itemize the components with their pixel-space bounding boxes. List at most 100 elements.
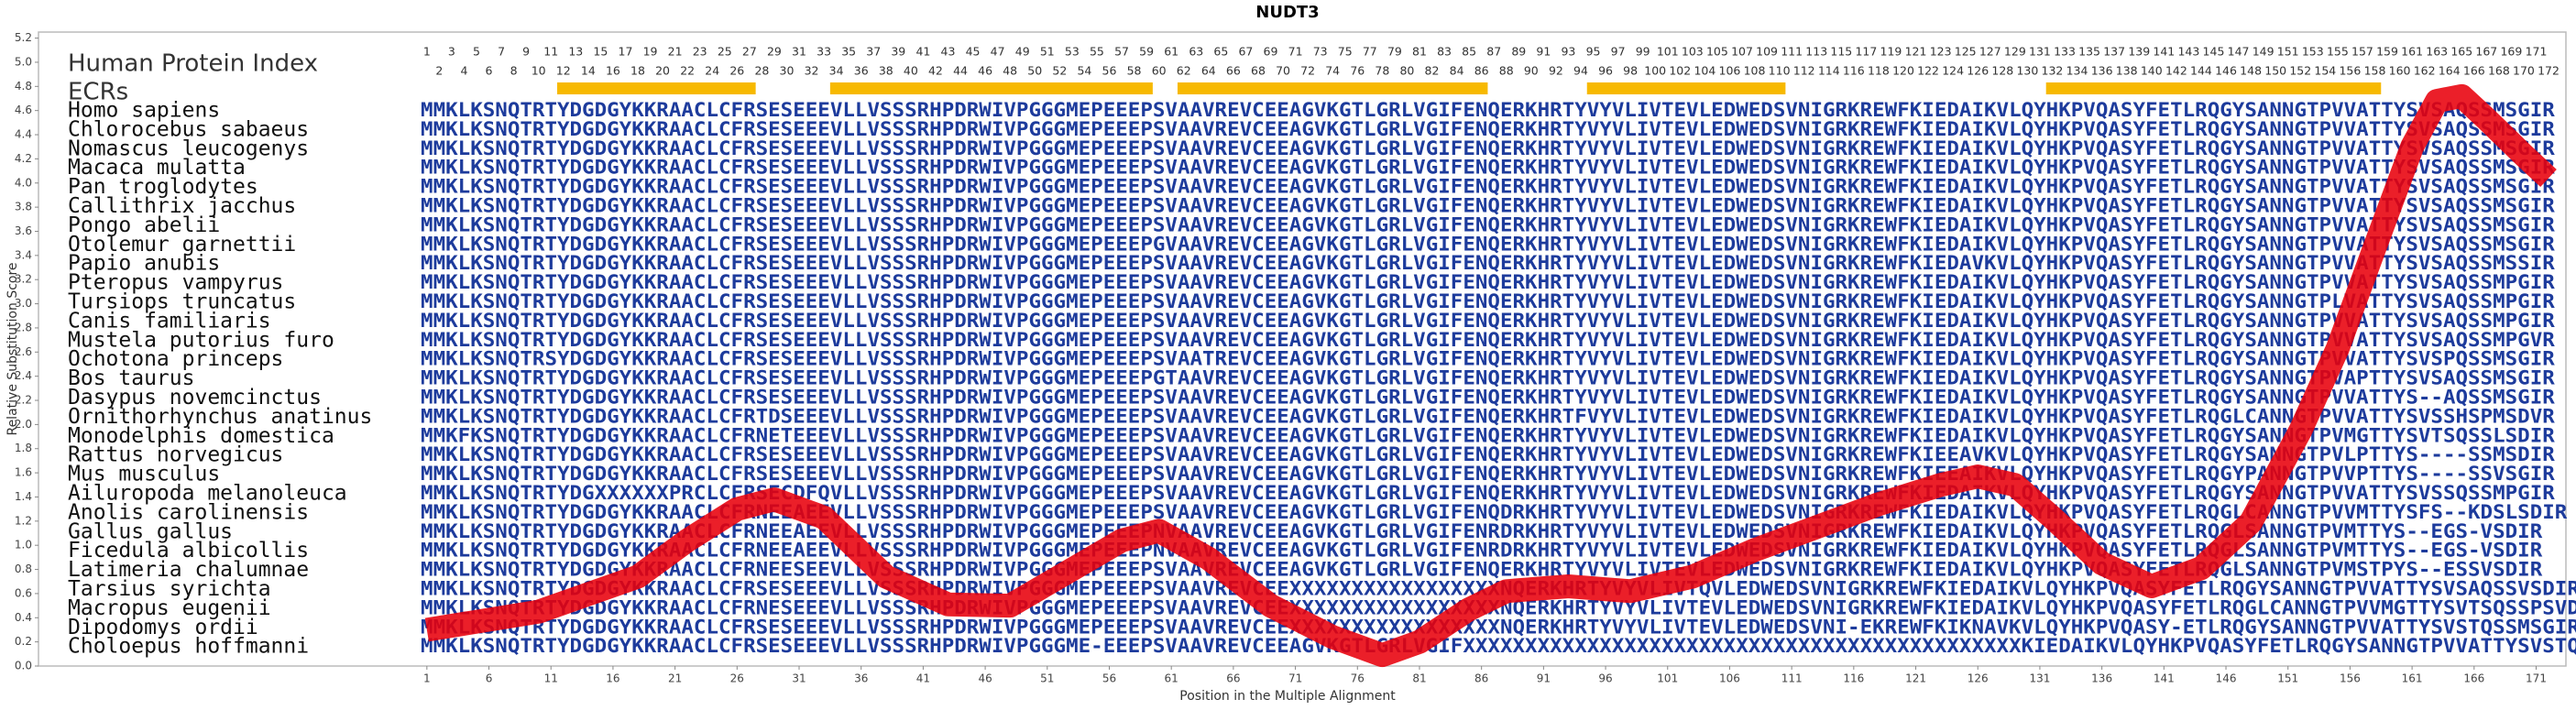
index-number: 44	[953, 64, 968, 78]
index-number: 23	[693, 45, 707, 59]
x-tick-label: 126	[1968, 672, 1989, 685]
index-number: 98	[1623, 64, 1638, 78]
index-number: 54	[1077, 64, 1091, 78]
index-number: 145	[2203, 45, 2225, 59]
ecr-bar	[2045, 82, 2382, 94]
index-number: 142	[2165, 64, 2187, 78]
index-number: 118	[1868, 64, 1890, 78]
x-tick-label: 96	[1598, 672, 1612, 685]
index-number: 107	[1731, 45, 1753, 59]
species-name: Rattus norvegicus	[68, 443, 283, 467]
y-tick-label: 2.2	[15, 394, 32, 407]
species-name: Homo sapiens	[68, 99, 220, 123]
index-number: 93	[1561, 45, 1575, 59]
x-tick-label: 16	[606, 672, 619, 685]
y-tick-label: 4.4	[15, 128, 32, 141]
index-number: 99	[1636, 45, 1650, 59]
index-number: 165	[2450, 45, 2472, 59]
index-number: 12	[556, 64, 571, 78]
y-tick-label: 5.2	[15, 31, 32, 44]
index-number: 146	[2215, 64, 2237, 78]
index-number: 8	[510, 64, 518, 78]
species-name: Anolis carolinensis	[68, 500, 309, 524]
index-number: 2	[435, 64, 443, 78]
x-tick-label: 46	[978, 672, 992, 685]
index-number: 172	[2538, 64, 2560, 78]
index-number: 72	[1300, 64, 1315, 78]
index-number: 1	[423, 45, 431, 59]
y-tick-label: 0.2	[15, 635, 32, 648]
species-name: Callithrix jacchus	[68, 194, 296, 218]
index-number: 113	[1805, 45, 1827, 59]
x-tick-label: 11	[544, 672, 558, 685]
index-number: 110	[1769, 64, 1791, 78]
x-tick-label: 61	[1165, 672, 1178, 685]
sequence: MMKFKSNQTRTYDGDGYKKRAACLCFRNETEEEVLLVSSS…	[421, 424, 2555, 446]
index-number: 21	[668, 45, 683, 59]
index-number: 170	[2513, 64, 2535, 78]
y-tick-label: 0.0	[15, 660, 32, 672]
sequence: MMKLKSNQTRTYDGDGYKKRAACLCFRTDSEEEVLLVSSS…	[421, 405, 2555, 427]
index-number: 160	[2389, 64, 2411, 78]
species-name: Ailuropoda melanoleuca	[68, 482, 347, 506]
index-number: 50	[1027, 64, 1042, 78]
species-name: Latimeria chalumnae	[68, 558, 309, 582]
x-tick-label: 161	[2402, 672, 2423, 685]
index-number: 35	[841, 45, 856, 59]
y-tick-label: 0.6	[15, 586, 32, 599]
index-number: 63	[1189, 45, 1203, 59]
sequence: MMKLKSNQTRTYDGDGYKKRAACLCFRSESEEEVLLVSSS…	[421, 367, 2555, 389]
index-number: 152	[2289, 64, 2311, 78]
sequence: MMKLKSNQTRTYDGDGYKKRAACLCFRSESEEEVLLVSSS…	[421, 99, 2555, 121]
index-number: 25	[718, 45, 732, 59]
x-tick-label: 81	[1412, 672, 1426, 685]
index-number: 70	[1276, 64, 1290, 78]
index-number: 49	[1015, 45, 1030, 59]
index-number: 15	[593, 45, 608, 59]
index-number: 119	[1880, 45, 1902, 59]
species-name: Otolemur garnettii	[68, 233, 296, 257]
index-number: 96	[1598, 64, 1613, 78]
index-number: 116	[1843, 64, 1865, 78]
index-number: 168	[2488, 64, 2510, 78]
index-number: 20	[655, 64, 670, 78]
sequence: MMKLKSNQTRTYDGDGYKKRAACLCFRNEEAEEVLLVSSS…	[421, 540, 2543, 562]
index-number: 115	[1830, 45, 1852, 59]
index-number: 27	[742, 45, 757, 59]
index-number: 10	[532, 64, 546, 78]
index-number: 26	[729, 64, 744, 78]
sequence: MMKLKSNQTRTYDGDGYKKRAACLCFRSESEEEVLLVSSS…	[421, 443, 2555, 465]
index-number: 109	[1756, 45, 1778, 59]
species-name: Macropus eugenii	[68, 596, 271, 620]
index-number: 144	[2190, 64, 2212, 78]
index-number: 37	[866, 45, 881, 59]
index-number: 105	[1706, 45, 1728, 59]
index-number: 157	[2351, 45, 2373, 59]
index-number: 56	[1102, 64, 1117, 78]
index-number: 130	[2016, 64, 2038, 78]
x-tick-label: 56	[1102, 672, 1116, 685]
species-name: Pteropus vampyrus	[68, 271, 283, 295]
index-number: 136	[2091, 64, 2113, 78]
index-number: 112	[1793, 64, 1815, 78]
species-name: Tarsius syrichta	[68, 577, 271, 601]
x-tick-label: 151	[2277, 672, 2298, 685]
y-tick-label: 5.0	[15, 55, 32, 68]
x-tick-label: 131	[2029, 672, 2050, 685]
index-number: 102	[1669, 64, 1691, 78]
y-tick-label: 4.2	[15, 152, 32, 165]
index-number: 69	[1264, 45, 1278, 59]
index-number: 158	[2364, 64, 2386, 78]
index-number: 127	[1979, 45, 2001, 59]
index-number: 86	[1474, 64, 1489, 78]
y-tick-label: 1.8	[15, 442, 32, 454]
x-tick-label: 36	[854, 672, 868, 685]
index-number: 155	[2327, 45, 2349, 59]
index-number: 6	[486, 64, 493, 78]
index-number: 164	[2439, 64, 2461, 78]
sequence: MMKLKSNQTRTYDGDGYKKRAACLCFRSESEEEVLLVSSS…	[421, 157, 2555, 179]
y-tick-label: 2.4	[15, 369, 32, 382]
sequence: MMKLKSNQTRTYDGDGYKKRAACLCFRSESEEEVLLVSSS…	[421, 233, 2555, 255]
index-number: 141	[2153, 45, 2175, 59]
sequence: MMKLKSNQTRTYDGDGYKKRAACLCFRNEEAEEVLLVSSS…	[421, 520, 2543, 542]
